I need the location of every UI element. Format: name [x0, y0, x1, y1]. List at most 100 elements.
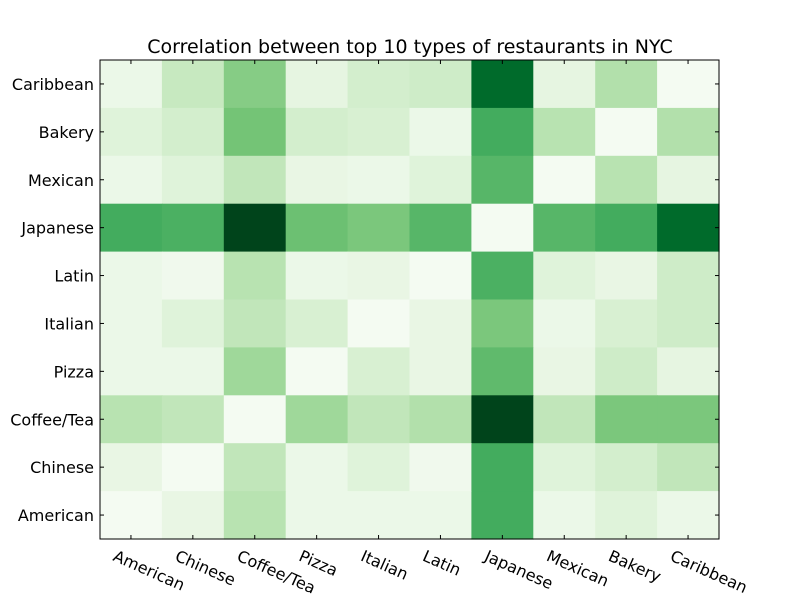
heatmap-cell	[223, 203, 287, 253]
heatmap-cell	[409, 347, 472, 396]
heatmap-cell	[285, 107, 349, 157]
heatmap-cell	[223, 107, 287, 157]
heatmap-cell	[595, 443, 658, 492]
heatmap-cell	[533, 347, 596, 396]
y-tick-label: Mexican	[28, 171, 94, 190]
y-tick-label: Japanese	[20, 219, 94, 238]
heatmap-cell	[471, 299, 534, 348]
y-tick-label: Bakery	[39, 123, 94, 142]
heatmap-cell	[161, 60, 225, 109]
heatmap-cell	[533, 107, 596, 157]
heatmap-cell	[161, 251, 225, 301]
heatmap-cell	[285, 443, 349, 492]
heatmap-cell	[657, 299, 720, 348]
heatmap-cell	[533, 299, 596, 348]
heatmap-cell	[100, 299, 163, 348]
heatmap-cell	[533, 60, 596, 109]
heatmap-cell	[161, 347, 225, 396]
heatmap-cell	[100, 491, 163, 540]
heatmap-cell	[285, 60, 349, 109]
heatmap-cell	[347, 395, 411, 444]
y-tick-label: Chinese	[30, 458, 94, 477]
heatmap-cell	[347, 203, 411, 253]
heatmap-cell	[533, 491, 596, 540]
heatmap-cells	[100, 60, 720, 540]
heatmap-cell	[595, 155, 658, 205]
heatmap-cell	[285, 299, 349, 348]
heatmap-cell	[533, 395, 596, 444]
heatmap-cell	[595, 203, 658, 253]
heatmap-cell	[471, 60, 534, 109]
heatmap-cell	[409, 251, 472, 301]
heatmap-cell	[223, 491, 287, 540]
heatmap-cell	[161, 107, 225, 157]
y-tick-label: Pizza	[54, 362, 94, 381]
heatmap-cell	[347, 491, 411, 540]
heatmap-cell	[409, 491, 472, 540]
heatmap-cell	[657, 203, 720, 253]
heatmap-cell	[409, 443, 472, 492]
heatmap-cell	[100, 251, 163, 301]
x-tick-label: Japanese	[481, 546, 556, 593]
heatmap-cell	[471, 203, 534, 253]
heatmap-cell	[471, 347, 534, 396]
heatmap-cell	[161, 395, 225, 444]
heatmap-cell	[471, 251, 534, 301]
heatmap-cell	[100, 155, 163, 205]
axis-ticks	[100, 60, 719, 539]
heatmap-cell	[533, 251, 596, 301]
x-tick-label: Caribbean	[668, 546, 751, 597]
x-tick-label: Mexican	[544, 546, 612, 590]
x-tick-label: Bakery	[606, 546, 664, 586]
heatmap-cell	[347, 155, 411, 205]
heatmap-cell	[595, 60, 658, 109]
x-tick-label: Latin	[420, 546, 464, 579]
heatmap-cell	[285, 155, 349, 205]
heatmap-cell	[409, 60, 472, 109]
heatmap-cell	[595, 107, 658, 157]
heatmap-cell	[223, 155, 287, 205]
heatmap-cell	[595, 491, 658, 540]
heatmap-cell	[161, 491, 225, 540]
heatmap-cell	[657, 491, 720, 540]
x-tick-label: Italian	[358, 546, 411, 584]
heatmap-cell	[471, 395, 534, 444]
y-tick-label: American	[18, 506, 94, 525]
heatmap-cell	[347, 107, 411, 157]
heatmap-cell	[595, 395, 658, 444]
heatmap-cell	[409, 107, 472, 157]
heatmap-cell	[347, 251, 411, 301]
heatmap-cell	[471, 155, 534, 205]
heatmap-cell	[533, 443, 596, 492]
heatmap-cell	[657, 107, 720, 157]
heatmap-cell	[223, 299, 287, 348]
heatmap-cell	[161, 299, 225, 348]
heatmap-cell	[409, 203, 472, 253]
heatmap-cell	[471, 491, 534, 540]
heatmap-cell	[100, 347, 163, 396]
heatmap-cell	[347, 443, 411, 492]
heatmap-cell	[347, 299, 411, 348]
y-tick-label: Coffee/Tea	[10, 410, 94, 429]
y-tick-label: Caribbean	[12, 75, 94, 94]
heatmap-cell	[100, 60, 163, 109]
heatmap-cell	[409, 395, 472, 444]
heatmap-cell	[595, 299, 658, 348]
heatmap-cell	[657, 395, 720, 444]
y-axis-tick-labels: Caribbean Bakery Mexican Japanese Latin Itali…	[10, 75, 94, 525]
heatmap-cell	[409, 155, 472, 205]
heatmap-cell	[100, 443, 163, 492]
heatmap-cell	[595, 251, 658, 301]
heatmap-cell	[657, 155, 720, 205]
heatmap-cell	[223, 395, 287, 444]
heatmap-cell	[285, 203, 349, 253]
heatmap-cell	[223, 251, 287, 301]
heatmap-cell	[100, 395, 163, 444]
heatmap-cell	[533, 203, 596, 253]
heatmap-cell	[657, 251, 720, 301]
heatmap-cell	[161, 203, 225, 253]
heatmap-cell	[595, 347, 658, 396]
heatmap-cell	[285, 347, 349, 396]
